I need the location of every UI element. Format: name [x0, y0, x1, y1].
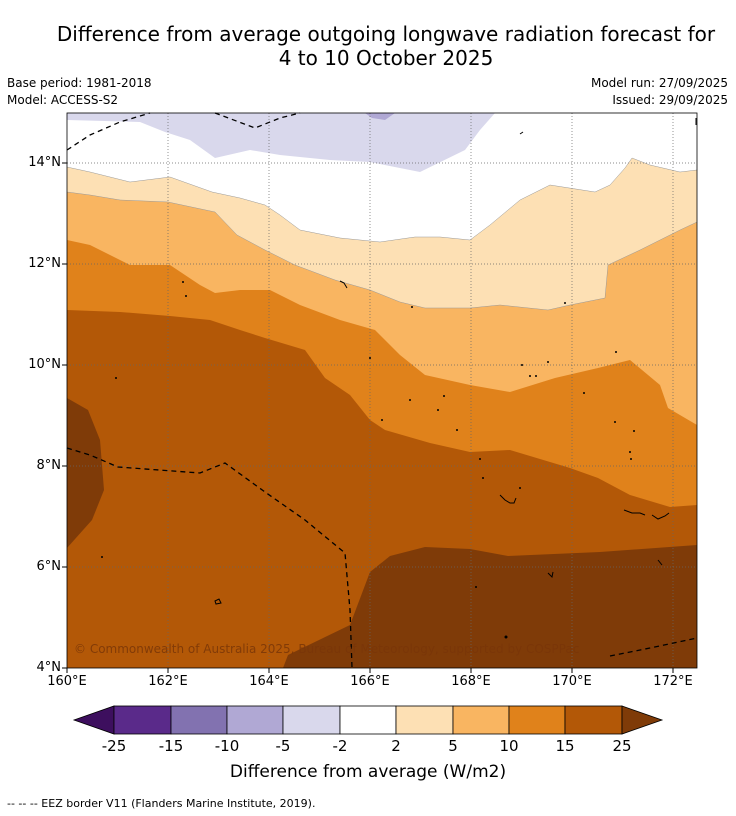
anomaly-15-25 — [283, 545, 697, 668]
colorbar-swatch — [226, 705, 284, 735]
lat-label: 14°N — [28, 155, 61, 170]
lon-label: 170°E — [552, 674, 592, 689]
map-area — [66, 112, 698, 669]
anomaly-neg10-neg5 — [365, 113, 395, 120]
meta-left: Base period: 1981-2018 Model: ACCESS-S2 — [7, 75, 152, 109]
colorbar-label: 5 — [448, 737, 458, 755]
colorbar-label: 25 — [612, 737, 632, 755]
lat-label: 12°N — [28, 256, 61, 271]
colorbar-label: -10 — [214, 737, 240, 755]
anomaly-15-25 — [67, 398, 104, 548]
colorbar-max-triangle — [621, 705, 664, 735]
model-name: Model: ACCESS-S2 — [7, 93, 119, 107]
title-line-2: 4 to 10 October 2025 — [278, 46, 494, 70]
axis-ticks — [62, 162, 674, 673]
graticule — [67, 113, 697, 668]
copyright-watermark: © Commonwealth of Australia 2025, Bureau… — [74, 642, 579, 656]
coastlines — [214, 118, 697, 605]
lat-label: 4°N — [36, 660, 62, 675]
colorbar-swatch — [282, 705, 341, 735]
contour-lines — [66, 157, 698, 311]
lon-label: 168°E — [451, 674, 491, 689]
colorbar-label: 2 — [391, 737, 401, 755]
colorbar-swatch — [564, 705, 623, 735]
colorbar-swatch — [170, 705, 228, 735]
colorbar-label: 15 — [555, 737, 575, 755]
model-run: Model run: 27/09/2025 — [590, 76, 728, 90]
colorbar-label: 10 — [499, 737, 519, 755]
colorbar — [72, 705, 664, 735]
base-period: Base period: 1981-2018 — [7, 76, 152, 90]
colorbar-title: Difference from average (W/m2) — [229, 762, 507, 782]
lon-label: 172°E — [653, 674, 693, 689]
colorbar-label: -15 — [158, 737, 184, 755]
meta-right: Model run: 27/09/2025 Issued: 29/09/2025 — [591, 75, 728, 109]
lon-label: 166°E — [350, 674, 390, 689]
map-title: Difference from average outgoing longwav… — [0, 22, 736, 70]
colorbar-swatch — [395, 705, 454, 735]
lat-label: 10°N — [28, 357, 61, 372]
map-frame — [66, 112, 698, 669]
colorbar-swatch — [452, 705, 510, 735]
lat-label: 6°N — [36, 559, 62, 574]
colorbar-swatch — [339, 705, 397, 735]
eez-borders — [66, 112, 698, 669]
lat-label: 8°N — [36, 458, 62, 473]
small-islands — [101, 281, 635, 639]
anomaly-neg5-neg2 — [67, 113, 495, 172]
colorbar-label: -2 — [332, 737, 348, 755]
colorbar-label: -25 — [101, 737, 127, 755]
colorbar-min-triangle — [72, 705, 115, 735]
lon-label: 160°E — [47, 674, 87, 689]
eez-legend: -- -- -- EEZ border V11 (Flanders Marine… — [7, 797, 316, 810]
lon-label: 164°E — [249, 674, 289, 689]
colorbar-swatch — [508, 705, 566, 735]
title-line-1: Difference from average outgoing longwav… — [56, 22, 716, 46]
colorbar-label: -5 — [275, 737, 291, 755]
lon-label: 162°E — [148, 674, 188, 689]
issued-date: Issued: 29/09/2025 — [612, 93, 728, 107]
colorbar-swatch — [113, 705, 172, 735]
